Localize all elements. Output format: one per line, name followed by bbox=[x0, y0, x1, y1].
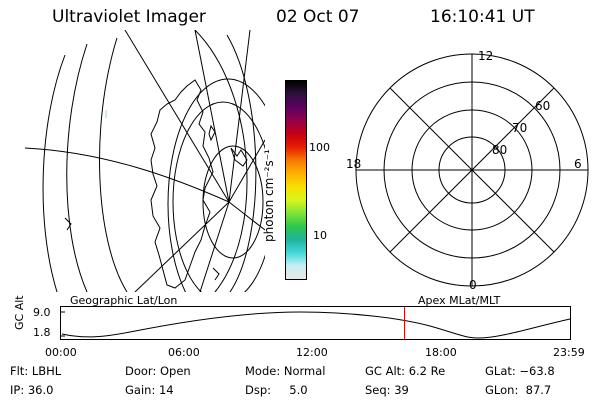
geographic-map bbox=[25, 30, 265, 292]
info-flt: Flt: LBHL bbox=[10, 364, 62, 378]
altitude-plot bbox=[60, 306, 571, 340]
xtick-0600: 06:00 bbox=[168, 346, 200, 359]
app-title: Ultraviolet Imager bbox=[52, 7, 206, 27]
colorbar-tick-100: 100 bbox=[309, 141, 330, 154]
info-gain: Gain: 14 bbox=[125, 383, 174, 397]
colorbar-unit-label: photon cm⁻²s⁻¹ bbox=[262, 149, 276, 242]
info-seq: Seq: 39 bbox=[365, 383, 409, 397]
info-glat: GLat: −63.8 bbox=[485, 364, 555, 378]
left-map-label: Geographic Lat/Lon bbox=[70, 294, 178, 307]
info-gcalt: GC Alt: 6.2 Re bbox=[365, 364, 446, 378]
colorbar-tick-10: 10 bbox=[313, 229, 327, 242]
info-dsp: Dsp: 5.0 bbox=[245, 383, 308, 397]
info-door: Door: Open bbox=[125, 364, 191, 378]
xtick-1800: 18:00 bbox=[425, 346, 457, 359]
xtick-1200: 12:00 bbox=[296, 346, 328, 359]
info-glon: GLon: 87.7 bbox=[485, 383, 552, 397]
lat-label-80: 80 bbox=[492, 143, 507, 157]
lat-label-70: 70 bbox=[512, 121, 527, 135]
header-date: 02 Oct 07 bbox=[276, 7, 360, 27]
mlt-label-12: 12 bbox=[478, 49, 493, 63]
altitude-curve bbox=[61, 311, 571, 339]
lat-label-60: 60 bbox=[535, 99, 550, 113]
xtick-0000: 00:00 bbox=[45, 346, 77, 359]
altitude-axis-label: GC Alt bbox=[13, 295, 26, 330]
mlt-label-6: 6 bbox=[574, 157, 582, 171]
altitude-ytick-top: 9.0 bbox=[33, 306, 51, 319]
mlt-label-18: 18 bbox=[346, 157, 361, 171]
right-map-label: Apex MLat/MLT bbox=[418, 294, 501, 307]
info-ip: IP: 36.0 bbox=[10, 383, 54, 397]
polar-plot: 12 6 0 18 60 70 80 bbox=[346, 49, 589, 292]
altitude-ytick-bottom: 1.8 bbox=[33, 326, 51, 339]
header-time: 16:10:41 UT bbox=[430, 7, 535, 27]
mlt-label-0: 0 bbox=[469, 278, 477, 292]
colorbar bbox=[285, 80, 307, 280]
info-mode: Mode: Normal bbox=[245, 364, 326, 378]
xtick-2359: 23:59 bbox=[553, 346, 585, 359]
